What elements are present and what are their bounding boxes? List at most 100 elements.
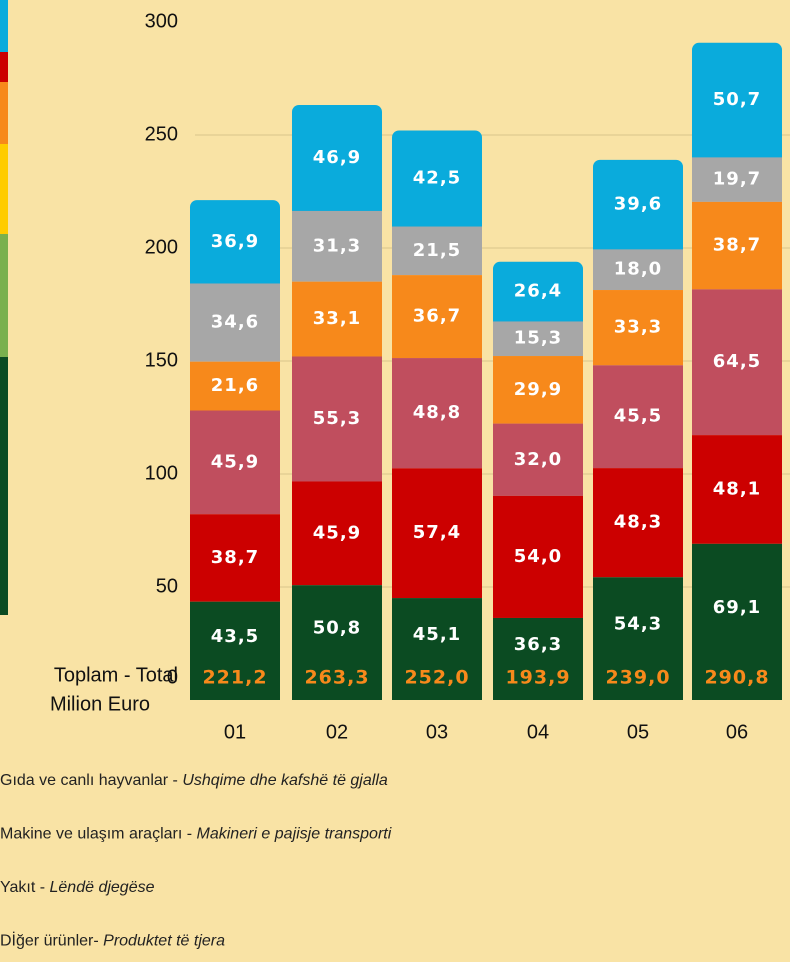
- bar-segment: [593, 249, 683, 291]
- bar-segment: [593, 468, 683, 578]
- legend-text: Makine ve ulaşım araçları -: [0, 826, 197, 843]
- bar-segment: [493, 495, 583, 618]
- y-tick-label: 200: [145, 236, 178, 258]
- cropped-color-column: [0, 0, 8, 615]
- legend-text: Yakıt -: [0, 879, 50, 896]
- value-label: 54,0: [514, 546, 562, 567]
- value-label: 54,3: [614, 614, 662, 635]
- value-label: 21,6: [211, 375, 259, 396]
- value-label: 18,0: [614, 259, 662, 280]
- bar-segment: [692, 157, 782, 202]
- x-tick-label: 04: [527, 721, 549, 743]
- value-label: 50,8: [313, 618, 361, 639]
- bar-segment: [493, 261, 583, 330]
- bar-segment: [190, 361, 280, 411]
- y-tick-label: 0: [167, 666, 178, 688]
- bar-segment: [692, 289, 782, 436]
- value-label: 55,3: [313, 408, 361, 429]
- swatch: [0, 144, 8, 234]
- bar-segment: [593, 290, 683, 366]
- value-label: 43,5: [211, 626, 259, 647]
- value-label: 69,1: [713, 597, 761, 618]
- y-tick-label: 300: [145, 10, 178, 32]
- value-label: 57,4: [413, 522, 461, 543]
- bar-segment: [292, 356, 382, 482]
- value-label: 50,7: [713, 89, 761, 110]
- bar-segment: [190, 200, 280, 292]
- total-label: 290,8: [704, 667, 769, 689]
- bar-segment: [190, 514, 280, 602]
- y-tick-label: 50: [156, 575, 178, 597]
- x-tick-label: 02: [326, 721, 348, 743]
- legend-text: Dİğer ürünler-: [0, 931, 103, 950]
- value-label: 46,9: [313, 147, 361, 168]
- bar-segment: [190, 410, 280, 515]
- legend-text-italic: Ushqime dhe kafshë të gjalla: [182, 772, 388, 789]
- value-label: 33,1: [313, 308, 361, 329]
- total-label: 239,0: [605, 667, 670, 689]
- value-label: 26,4: [514, 281, 562, 302]
- swatch: [0, 0, 8, 52]
- x-tick-label: 01: [224, 721, 246, 743]
- value-label: 45,9: [211, 451, 259, 472]
- bar-segment: [292, 281, 382, 357]
- value-label: 38,7: [713, 235, 761, 256]
- bar-segment: [392, 130, 482, 235]
- bar-segment: [292, 104, 382, 219]
- value-label: 32,0: [514, 449, 562, 470]
- y-tick-label: 250: [145, 123, 178, 145]
- value-label: 45,5: [614, 406, 662, 427]
- y-tick-label: 100: [145, 462, 178, 484]
- bar-segment: [493, 423, 583, 496]
- axis-label: Milion Euro: [50, 693, 150, 715]
- total-label: 193,9: [505, 667, 570, 689]
- bar-segment: [392, 358, 482, 469]
- total-label: 221,2: [202, 667, 267, 689]
- swatch: [0, 357, 8, 615]
- value-label: 33,3: [614, 317, 662, 338]
- value-label: 48,3: [614, 512, 662, 533]
- bar-segment: [493, 321, 583, 357]
- value-label: 38,7: [211, 547, 259, 568]
- value-label: 15,3: [514, 328, 562, 349]
- bar-segment: [692, 201, 782, 290]
- total-label: 252,0: [404, 667, 469, 689]
- value-label: 31,3: [313, 235, 361, 256]
- bar-segment: [692, 42, 782, 166]
- axis-label: Toplam - Total: [54, 664, 178, 686]
- bar-segment: [292, 481, 382, 586]
- swatch: [0, 234, 8, 357]
- legend-entry: Yakıt - Lëndë djegëse: [0, 879, 155, 896]
- bar-segment: [692, 543, 782, 700]
- value-label: 45,1: [413, 624, 461, 645]
- legend-entry: Makine ve ulaşım araçları - Makineri e p…: [0, 826, 392, 843]
- value-label: 39,6: [614, 194, 662, 215]
- swatch: [0, 52, 8, 82]
- legend-text: Gıda ve canlı hayvanlar -: [0, 772, 182, 789]
- bar-segment: [292, 210, 382, 282]
- bar-segment: [593, 577, 683, 700]
- value-label: 19,7: [713, 169, 761, 190]
- bar-segment: [692, 435, 782, 544]
- value-label: 64,5: [713, 351, 761, 372]
- bar-segment: [392, 226, 482, 276]
- legend-entry: Dİğer ürünler- Produktet të tjera: [0, 931, 225, 950]
- value-label: 34,6: [211, 312, 259, 333]
- bar-segment: [493, 617, 583, 700]
- bar-segment: [190, 283, 280, 362]
- value-label: 48,8: [413, 402, 461, 423]
- bar-segment: [292, 585, 382, 700]
- value-label: 21,5: [413, 240, 461, 261]
- value-label: 42,5: [413, 168, 461, 189]
- total-label: 263,3: [304, 667, 369, 689]
- x-tick-label: 03: [426, 721, 448, 743]
- swatch: [0, 82, 8, 144]
- bar-segment: [392, 468, 482, 599]
- value-label: 29,9: [514, 379, 562, 400]
- legend-text-italic: Produktet të tjera: [103, 933, 225, 950]
- value-label: 48,1: [713, 478, 761, 499]
- bar-segment: [593, 159, 683, 258]
- x-tick-label: 05: [627, 721, 649, 743]
- bar-segment: [392, 598, 482, 700]
- x-tick-label: 06: [726, 721, 748, 743]
